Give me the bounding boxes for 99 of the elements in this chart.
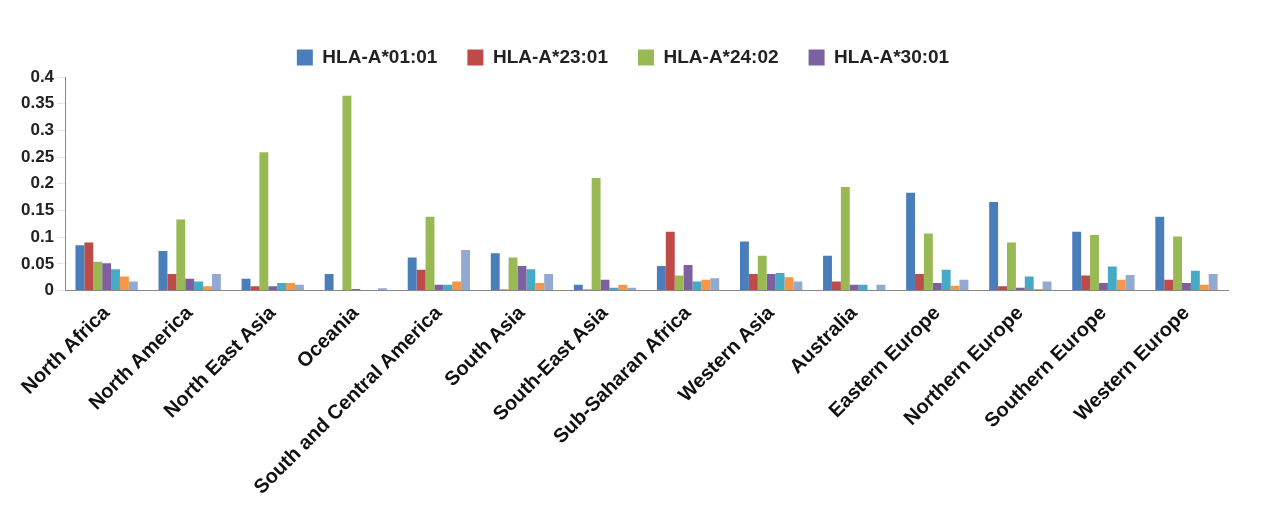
- bar: [295, 284, 304, 290]
- bar: [425, 216, 435, 290]
- bar: [1199, 284, 1209, 290]
- bar: [176, 219, 186, 290]
- bar: [1081, 275, 1091, 290]
- bar: [1116, 279, 1126, 290]
- bar: [158, 251, 168, 290]
- bar: [573, 284, 583, 290]
- bar: [407, 257, 417, 290]
- bar: [627, 287, 637, 290]
- bar: [443, 284, 453, 290]
- y-tick-label: 0.05: [20, 253, 55, 273]
- bar: [324, 273, 334, 290]
- bar: [75, 245, 85, 290]
- bar: [989, 201, 999, 290]
- y-tick-label: 0.15: [20, 200, 55, 220]
- bar: [1155, 216, 1165, 290]
- legend-label: HLA-A*30:01: [834, 45, 950, 67]
- bar: [1090, 234, 1099, 290]
- bar: [416, 269, 426, 290]
- bar: [1098, 283, 1108, 290]
- bar: [1107, 266, 1117, 290]
- bar: [111, 269, 120, 290]
- bar: [950, 285, 960, 290]
- bar: [710, 278, 720, 290]
- legend-label: HLA-A*24:02: [663, 45, 779, 67]
- bar: [757, 255, 767, 290]
- bar: [748, 273, 758, 290]
- y-tick-label: 0.3: [30, 120, 55, 140]
- bar: [876, 284, 886, 290]
- bar: [932, 283, 942, 290]
- bar: [1042, 281, 1052, 290]
- bar: [490, 253, 500, 290]
- bar: [1190, 270, 1200, 290]
- legend-label: HLA-A*23:01: [492, 45, 609, 67]
- bar: [517, 265, 527, 290]
- bar: [739, 241, 749, 290]
- bar: [609, 287, 619, 290]
- bar: [793, 281, 803, 290]
- legend-label: HLA-A*01:01: [322, 45, 438, 67]
- bar: [766, 273, 776, 290]
- bar: [915, 273, 924, 290]
- bar: [591, 177, 601, 290]
- bar: [102, 263, 112, 290]
- bar: [923, 233, 933, 290]
- bar: [858, 284, 868, 290]
- bar: [784, 277, 794, 290]
- bar: [119, 276, 129, 290]
- bar: [1006, 242, 1016, 290]
- bar: [194, 281, 204, 290]
- y-tick-label: 0.2: [30, 173, 55, 193]
- bar: [250, 286, 260, 290]
- bar: [618, 284, 628, 290]
- bar: [1208, 273, 1218, 290]
- bar: [840, 186, 850, 290]
- bar: [128, 281, 138, 290]
- y-tick-label: 0: [44, 280, 55, 300]
- bar: [665, 231, 675, 290]
- bar: [1024, 276, 1034, 290]
- bar: [434, 284, 444, 290]
- bar: [508, 257, 518, 290]
- y-tick-label: 0.4: [30, 66, 55, 86]
- bar: [461, 249, 471, 290]
- bar: [683, 264, 693, 290]
- bar: [167, 273, 177, 290]
- bar: [1173, 236, 1183, 290]
- bar: [93, 261, 103, 290]
- bar: [1125, 275, 1135, 290]
- bar: [241, 278, 251, 290]
- bar: [268, 286, 278, 290]
- y-tick-label: 0.35: [20, 93, 55, 113]
- bar: [998, 286, 1007, 290]
- bar: [674, 275, 684, 290]
- bar: [941, 269, 951, 290]
- bar: [701, 279, 711, 290]
- bar: [211, 273, 221, 290]
- bar: [823, 255, 832, 290]
- bar: [535, 283, 545, 290]
- bar: [526, 269, 536, 290]
- y-tick-label: 0.25: [20, 146, 55, 166]
- bar: [1015, 287, 1025, 290]
- bar: [544, 273, 554, 290]
- bar: [185, 278, 195, 290]
- bar: [906, 192, 916, 290]
- bar: [259, 152, 269, 290]
- bar: [692, 281, 702, 290]
- bar: [286, 283, 295, 290]
- bar: [1164, 279, 1174, 290]
- bar: [84, 242, 94, 290]
- bar: [342, 95, 352, 290]
- bar: [203, 286, 212, 290]
- bar: [277, 283, 287, 290]
- bar: [1182, 283, 1191, 290]
- bar: [452, 281, 462, 290]
- bar: [656, 265, 666, 290]
- bar: [831, 281, 841, 290]
- y-tick-label: 0.1: [30, 226, 55, 246]
- bar: [1072, 231, 1082, 290]
- bar: [849, 284, 859, 290]
